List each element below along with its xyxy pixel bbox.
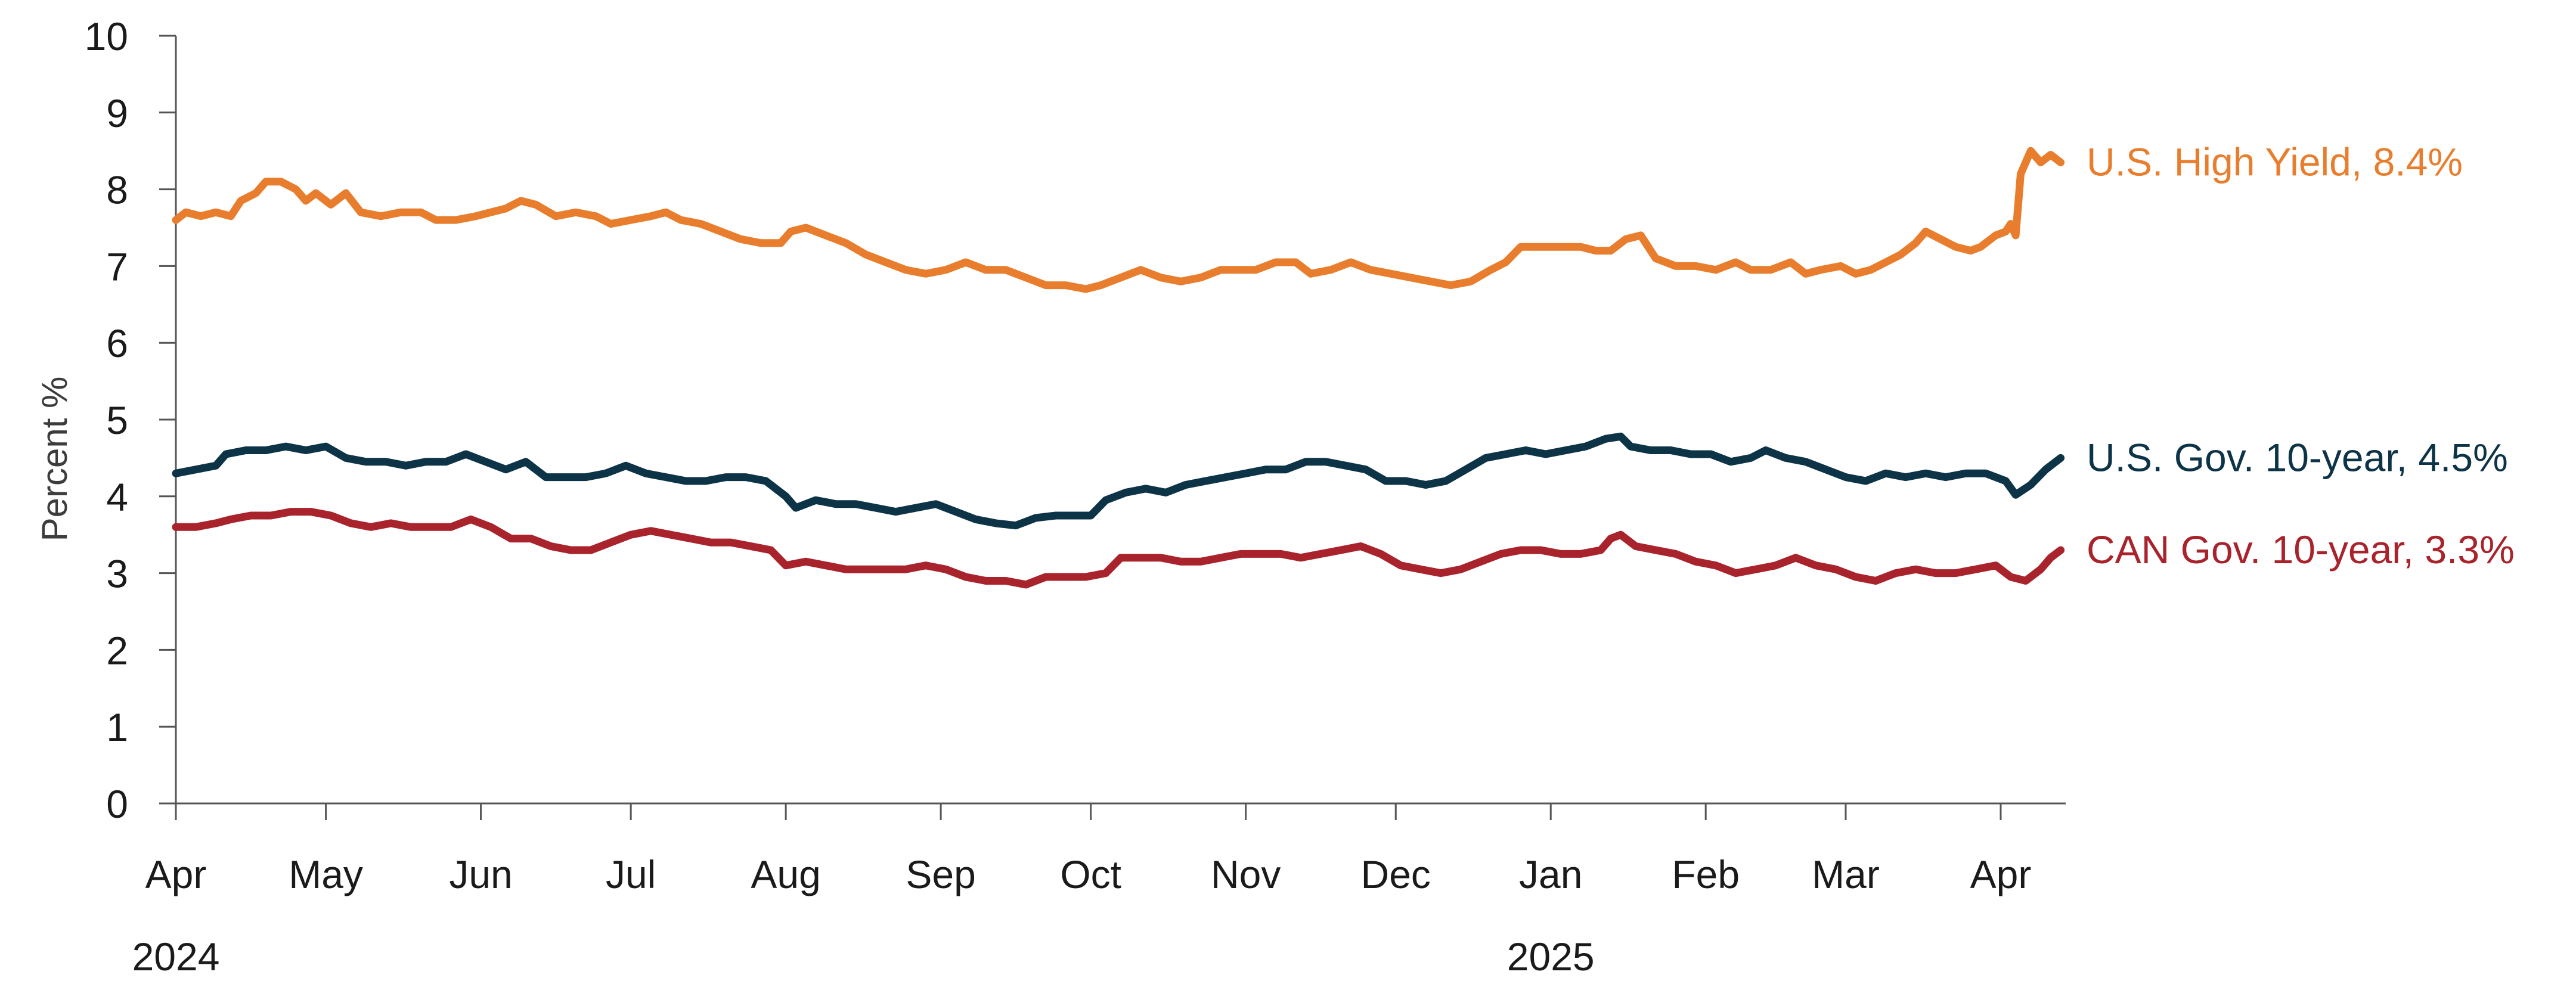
series-end-label: CAN Gov. 10-year, 3.3%: [2087, 527, 2515, 572]
y-tick-label: 6: [106, 321, 128, 365]
x-tick-label: Apr: [145, 852, 207, 896]
y-tick-label: 3: [106, 552, 128, 596]
x-tick-label: Nov: [1211, 852, 1281, 896]
series-end-label: U.S. High Yield, 8.4%: [2087, 140, 2463, 184]
x-tick-label: Jun: [449, 852, 512, 896]
x-year-label: 2025: [1507, 935, 1595, 979]
x-tick-label: Mar: [1812, 852, 1880, 896]
y-tick-label: 7: [106, 244, 128, 288]
x-axis-ticks: Apr May Jun Jul Aug Sep Oct Nov Dec Jan Feb Mar Apr 2…: [132, 803, 2032, 979]
series-labels: U.S. High Yield, 8.4% U.S. Gov. 10-year, …: [2087, 140, 2515, 572]
y-axis-ticks: 0 1 2 3 4 5 6 7 8 9 10: [85, 14, 176, 826]
series-line: [172, 432, 2065, 530]
y-axis-title: Percent %: [35, 377, 75, 542]
series-group: [172, 147, 2065, 589]
x-tick-label: May: [289, 852, 363, 896]
y-tick-label: 5: [106, 398, 128, 442]
y-tick-label: 0: [106, 782, 128, 826]
series-line: [172, 508, 2065, 589]
x-tick-label: Apr: [1970, 852, 2032, 896]
y-tick-label: 10: [85, 14, 128, 58]
x-tick-label: Jan: [1519, 852, 1582, 896]
series-line: [172, 147, 2065, 293]
y-tick-label: 4: [106, 475, 128, 519]
x-tick-label: Sep: [906, 852, 975, 896]
series-end-label: U.S. Gov. 10-year, 4.5%: [2087, 435, 2508, 479]
y-tick-label: 1: [106, 705, 128, 749]
x-tick-label: Jul: [606, 852, 656, 896]
x-tick-label: Oct: [1060, 852, 1121, 896]
y-tick-label: 2: [106, 628, 128, 672]
x-tick-label: Feb: [1672, 852, 1740, 896]
x-tick-label: Aug: [751, 852, 820, 896]
x-tick-label: Dec: [1361, 852, 1431, 896]
x-year-label: 2024: [132, 935, 220, 979]
y-tick-label: 8: [106, 168, 128, 212]
y-tick-label: 9: [106, 91, 128, 135]
